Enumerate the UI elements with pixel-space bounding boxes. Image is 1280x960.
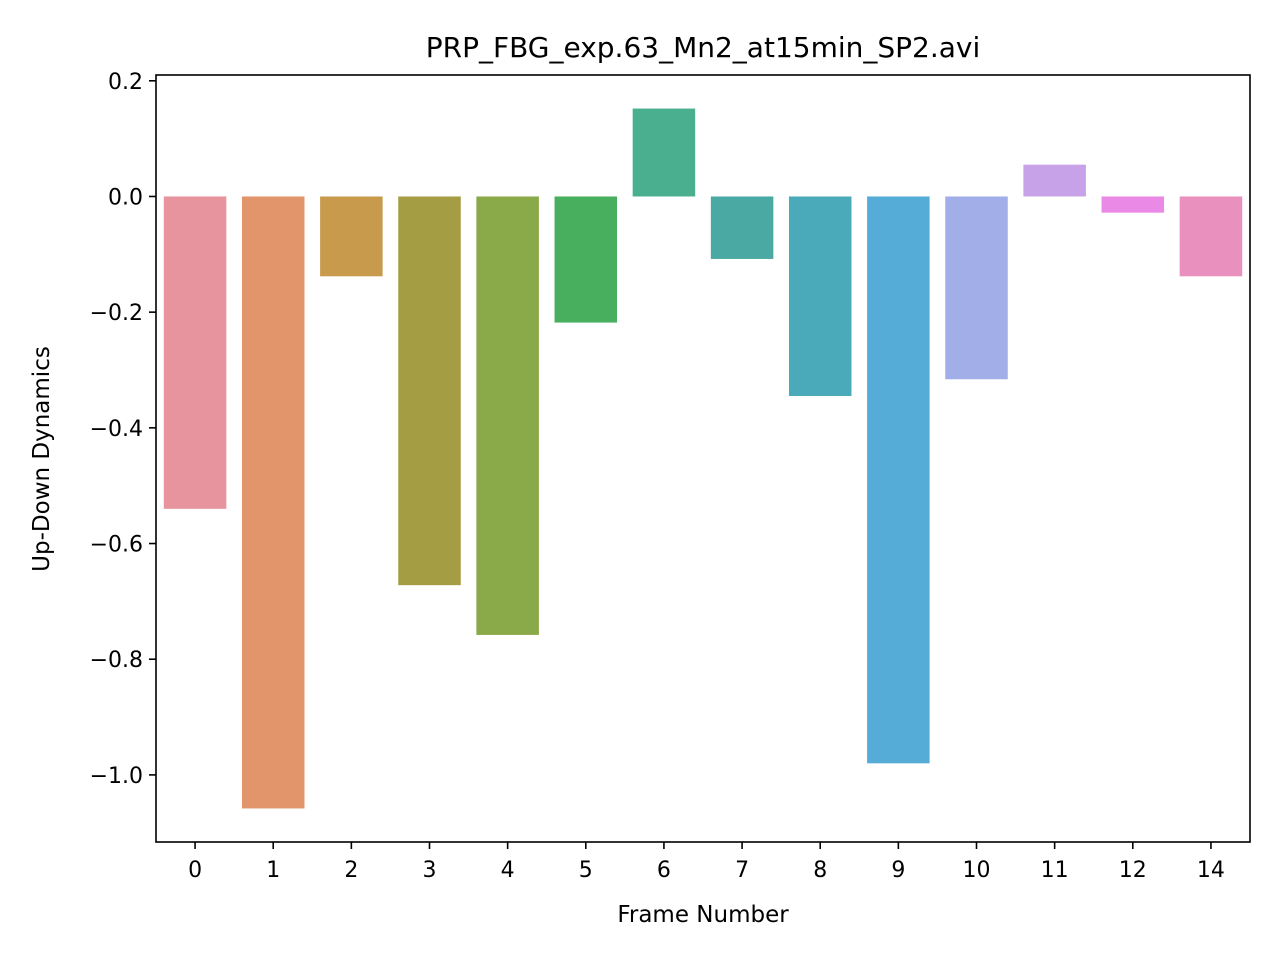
bar-frame-11: [1023, 164, 1086, 197]
y-tick-label: 0.2: [108, 70, 143, 95]
y-tick-label: −0.2: [90, 301, 143, 326]
y-tick-label: −0.6: [90, 533, 143, 558]
bar-frame-9: [867, 196, 930, 764]
x-tick-label: 11: [1041, 858, 1069, 883]
x-tick-label: 1: [266, 858, 280, 883]
bar-frame-12: [1101, 196, 1165, 213]
bar-frame-1: [241, 196, 305, 809]
x-tick-label: 14: [1197, 858, 1225, 883]
x-tick-label: 6: [657, 858, 671, 883]
y-tick-label: 0.0: [108, 185, 143, 210]
bar-frame-0: [163, 196, 227, 509]
y-tick-label: −1.0: [90, 764, 143, 789]
x-tick-label: 12: [1119, 858, 1147, 883]
x-axis: 0 1 2 3 4 5 6 7 8 9 10 11 12 14: [188, 842, 1225, 883]
x-tick-label: 10: [963, 858, 991, 883]
bar-frame-2: [320, 196, 383, 277]
bar-frame-6: [632, 108, 696, 197]
bar-frame-10: [945, 196, 1008, 380]
x-tick-label: 0: [188, 858, 202, 883]
y-tick-label: −0.4: [90, 417, 143, 442]
y-axis-label: Up-Down Dynamics: [29, 346, 55, 572]
x-tick-label: 8: [813, 858, 827, 883]
bar-frame-5: [554, 196, 618, 323]
x-tick-label: 3: [423, 858, 437, 883]
plot-frame: [155, 74, 1251, 843]
bar-frame-8: [788, 196, 852, 397]
x-tick-label: 4: [501, 858, 515, 883]
bar-frame-4: [476, 196, 539, 635]
bar-frame-7: [710, 196, 774, 259]
bar-frame-14: [1179, 196, 1243, 277]
chart-title: PRP_FBG_exp.63_Mn2_at15min_SP2.avi: [426, 31, 981, 64]
bar-frame-3: [398, 196, 461, 586]
y-axis: 0.2 0.0 −0.2 −0.4 −0.6 −0.8 −1.0: [90, 70, 156, 789]
x-tick-label: 7: [735, 858, 749, 883]
x-tick-label: 5: [579, 858, 593, 883]
x-axis-label: Frame Number: [617, 902, 789, 928]
y-tick-label: −0.8: [90, 648, 143, 673]
x-tick-label: 2: [344, 858, 358, 883]
x-tick-label: 9: [891, 858, 905, 883]
bars-group: [163, 108, 1243, 809]
